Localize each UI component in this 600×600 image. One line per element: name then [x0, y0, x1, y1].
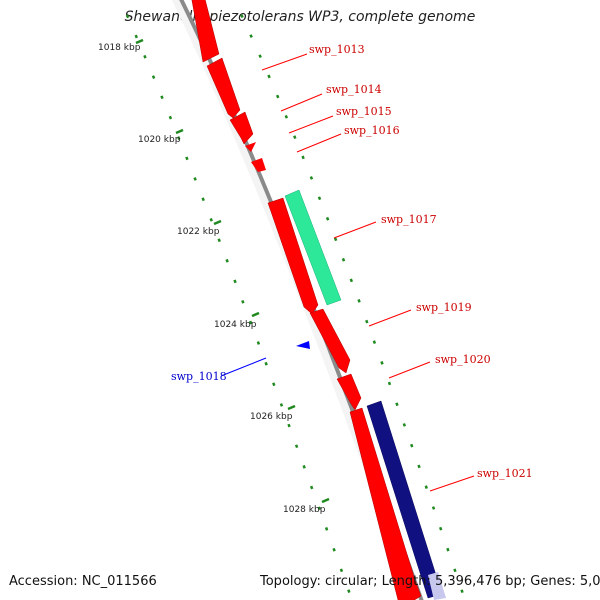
- feature-green-band[interactable]: [284, 189, 342, 306]
- major-tick-1020: [175, 128, 184, 135]
- gene-label-swp-1013[interactable]: swp_1013: [309, 43, 365, 56]
- ruler-label-1020: 1020 kbp: [138, 135, 181, 145]
- gene-label-swp-1014[interactable]: swp_1014: [326, 83, 382, 96]
- major-tick-1028: [321, 497, 330, 504]
- gene-label-swp-1019[interactable]: swp_1019: [416, 301, 472, 314]
- gene-arrow-swp-1015[interactable]: [229, 111, 254, 145]
- leader-swp-1019: [368, 309, 412, 327]
- label-leaders: [220, 53, 475, 492]
- major-tick-1018: [135, 38, 144, 45]
- major-tick-1026: [287, 404, 296, 411]
- leader-swp-1014: [280, 93, 323, 112]
- gene-label-swp-1020[interactable]: swp_1020: [435, 353, 491, 366]
- ruler-major-ticks: [135, 38, 330, 504]
- leader-swp-1017: [333, 221, 377, 239]
- gene-arrow-swp-1016[interactable]: [245, 142, 256, 152]
- gene-label-swp-1018[interactable]: swp_1018: [171, 370, 227, 383]
- gene-label-swp-1021[interactable]: swp_1021: [477, 467, 533, 480]
- ruler-label-1022: 1022 kbp: [177, 227, 220, 237]
- ruler-label-1028: 1028 kbp: [283, 505, 326, 515]
- gene-arrow-swp-1018[interactable]: [296, 341, 310, 349]
- gene-label-swp-1016[interactable]: swp_1016: [344, 124, 400, 137]
- gene-labels: swp_1013 swp_1014 swp_1015 swp_1016 swp_…: [171, 43, 533, 480]
- leader-swp-1016: [296, 133, 342, 153]
- gene-label-swp-1015[interactable]: swp_1015: [336, 105, 392, 118]
- major-tick-1022: [213, 219, 222, 226]
- outer-tick-ring: [232, 0, 467, 600]
- ruler-labels: 1018 kbp 1020 kbp 1022 kbp 1024 kbp 1026…: [98, 43, 326, 515]
- gene-arrow-swp-1019[interactable]: [309, 308, 351, 374]
- gene-label-swp-1017[interactable]: swp_1017: [381, 213, 437, 226]
- major-tick-1024: [251, 311, 260, 318]
- genome-title: Shewanella piezotolerans WP3, complete g…: [124, 9, 476, 25]
- gene-arrow-swp-1020[interactable]: [336, 373, 362, 411]
- genome-summary-text: Topology: circular; Length: 5,396,476 bp…: [260, 574, 600, 589]
- gene-arrow-swp-1014[interactable]: [206, 57, 241, 119]
- forward-genes: [191, 0, 422, 600]
- gene-arrow-swp-1021[interactable]: [349, 407, 422, 600]
- leader-swp-1013: [261, 53, 308, 71]
- leader-swp-1020: [388, 361, 431, 379]
- leader-swp-1021: [429, 475, 475, 492]
- leader-swp-1018: [220, 357, 267, 377]
- accession-text: Accession: NC_011566: [9, 574, 157, 589]
- ruler-label-1024: 1024 kbp: [214, 320, 257, 330]
- gene-arrow-small[interactable]: [251, 158, 266, 172]
- ruler-label-1026: 1026 kbp: [250, 412, 293, 422]
- inner-tick-ring: [118, 0, 354, 600]
- feature-navy-band-fade: [428, 572, 446, 600]
- gene-arrow-swp-1013[interactable]: [191, 0, 220, 63]
- leader-swp-1015: [288, 115, 334, 134]
- ruler-label-1018: 1018 kbp: [98, 43, 141, 53]
- gene-arrow-swp-1017[interactable]: [267, 197, 319, 315]
